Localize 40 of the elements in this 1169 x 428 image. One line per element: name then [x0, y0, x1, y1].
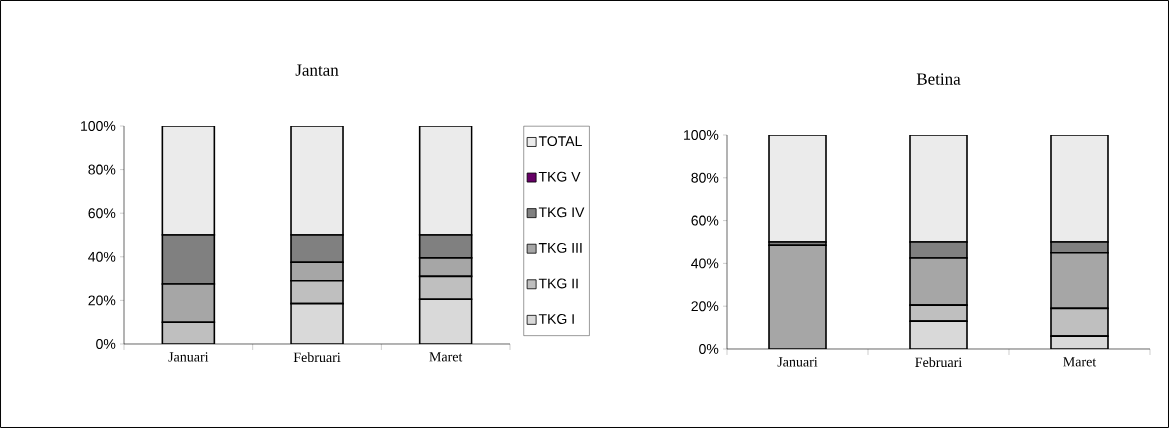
- x-tick-label: Januari: [777, 357, 818, 367]
- bar: [418, 125, 473, 236]
- y-tick-label: 40%: [691, 258, 719, 269]
- bar: [909, 257, 968, 306]
- bar: [1050, 251, 1109, 310]
- y-tick-label: 0%: [96, 339, 116, 349]
- bar: [909, 134, 968, 243]
- chart-title: Betina: [916, 73, 961, 85]
- y-tick-label: 60%: [691, 215, 719, 226]
- bar: [418, 298, 473, 344]
- y-tick-label: 60%: [88, 208, 116, 219]
- chart-title: Jantan: [295, 64, 339, 76]
- bar: [768, 134, 827, 243]
- bar: [161, 321, 216, 344]
- y-tick-label: 100%: [684, 130, 719, 140]
- bar: [768, 244, 827, 349]
- x-tick-label: Maret: [1063, 357, 1097, 367]
- legend-label: TOTAL: [538, 136, 582, 147]
- legend-label: TKG V: [538, 171, 581, 182]
- x-tick-label: Februari: [915, 357, 962, 368]
- x-tick-label: Januari: [168, 352, 209, 362]
- bar: [290, 125, 344, 236]
- y-tick-label: 80%: [691, 172, 719, 183]
- y-tick-label: 20%: [691, 301, 719, 312]
- bar: [290, 302, 344, 344]
- y-tick-label: 20%: [88, 295, 116, 306]
- y-tick-label: 80%: [88, 164, 116, 175]
- legend-label: TKG I: [538, 314, 574, 324]
- bar: [418, 275, 473, 301]
- x-tick-label: Februari: [293, 352, 341, 363]
- bar: [161, 125, 216, 236]
- y-tick-label: 0%: [699, 344, 719, 354]
- y-tick-label: 100%: [81, 121, 116, 131]
- legend-label: TKG II: [538, 278, 578, 289]
- legend-label: TKG IV: [538, 207, 585, 218]
- x-tick-label: Maret: [429, 352, 463, 362]
- y-tick-label: 40%: [88, 251, 116, 262]
- legend-label: TKG III: [538, 242, 582, 253]
- bar: [1050, 134, 1109, 243]
- bar: [909, 320, 968, 349]
